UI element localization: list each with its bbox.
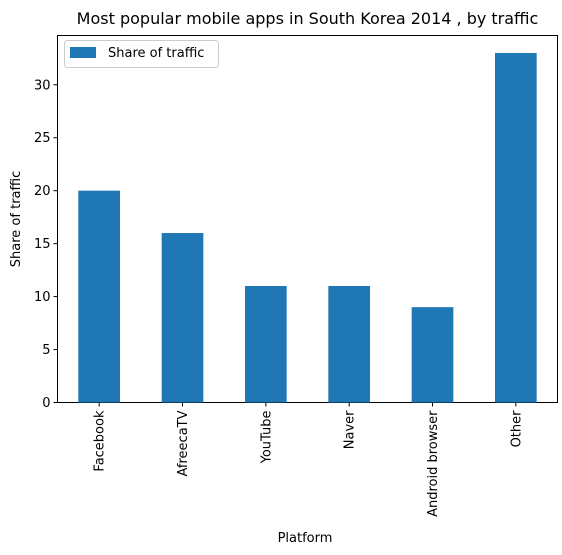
x-axis: Facebook AfreecaTV YouTube Naver Android bro…: [93, 402, 524, 517]
x-tick-label: Other: [509, 410, 524, 448]
bar-afreecatv: [161, 233, 204, 403]
legend-swatch: [70, 47, 96, 58]
x-tick-label: Naver: [343, 410, 358, 449]
bar-other: [495, 52, 537, 403]
x-tick-label: YouTube: [259, 411, 274, 465]
bar-facebook: [78, 190, 120, 403]
y-axis: 0 5 10 15 20 25 30: [34, 78, 58, 411]
plot-area: 0 5 10 15 20 25 30 Facebook AfreecaTV YouTube Nav…: [34, 35, 558, 517]
y-tick-label: 15: [34, 237, 51, 252]
x-tick-label: Android browser: [426, 410, 441, 517]
bars: [78, 52, 537, 403]
bar-naver: [328, 285, 370, 403]
y-tick-label: 5: [42, 343, 50, 358]
x-tick-label: AfreecaTV: [176, 410, 191, 476]
plot-frame: [57, 35, 558, 403]
y-tick-label: 20: [34, 184, 51, 199]
y-axis-label: Share of traffic: [9, 171, 24, 267]
chart-title: Most popular mobile apps in South Korea …: [77, 9, 539, 28]
legend-box: [64, 40, 219, 68]
x-tick-label: Facebook: [93, 410, 108, 472]
bar-youtube: [245, 285, 287, 403]
bar-android-browser: [411, 307, 454, 403]
y-tick-label: 25: [34, 131, 51, 146]
legend-label: Share of traffic: [108, 46, 204, 61]
y-tick-label: 30: [34, 78, 51, 93]
x-axis-label: Platform: [278, 531, 333, 546]
y-tick-label: 0: [42, 396, 50, 411]
y-tick-label: 10: [34, 290, 51, 305]
legend: Share of traffic: [64, 40, 219, 68]
